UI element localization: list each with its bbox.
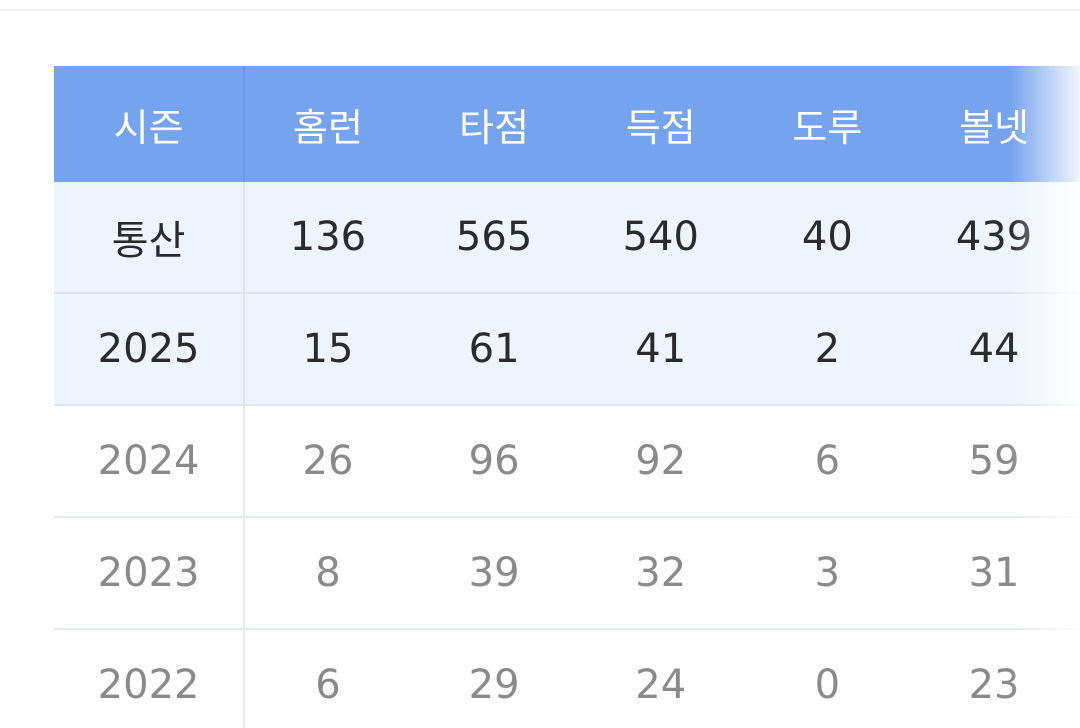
stat-cell: 44 [910,293,1078,406]
table-row: 2023839323315 [54,517,1080,630]
stat-cell: 32 [577,517,745,630]
stat-cell: 0 [744,629,911,728]
header-row: 시즌 홈런 타점 득점 도루 볼넷 삼 [54,66,1080,182]
stat-cell: 96 [410,405,578,518]
stat-cell: 24 [577,629,745,728]
stat-cell: 23 [910,629,1078,728]
stat-cell: 6 [744,405,911,518]
stats-table-scroll[interactable]: 시즌 홈런 타점 득점 도루 볼넷 삼 통산136565540404396202… [54,66,1080,728]
stat-cell: 39 [410,517,578,630]
stat-cell: 59 [910,405,1078,518]
stat-cell: 3 [744,517,911,630]
season-cell: 2023 [54,517,246,630]
table-row: 통산136565540404396 [54,182,1080,294]
header-homerun: 홈런 [244,66,411,182]
stat-cell: 565 [410,182,578,294]
header-runs: 득점 [577,66,745,182]
stat-cell: 40 [744,182,911,294]
stat-cell: 26 [244,405,411,518]
stat-cell: 92 [577,405,745,518]
season-cell: 통산 [54,182,246,294]
stat-cell: 6 [244,629,411,728]
header-walks: 볼넷 [910,66,1078,182]
header-steals: 도루 [744,66,911,182]
stat-cell: 15 [244,293,411,406]
top-divider [0,9,1080,11]
stat-cell: 540 [577,182,745,294]
stat-cell: 8 [244,517,411,630]
stat-cell: 29 [410,629,578,728]
season-cell: 2022 [54,629,246,728]
table-row: 20242696926591 [54,405,1080,518]
stat-cell: 136 [244,182,411,294]
header-rbi: 타점 [410,66,578,182]
header-season: 시즌 [54,66,246,182]
stat-cell: 439 [910,182,1078,294]
stat-cell: 31 [910,517,1078,630]
table-row: 20251561412446 [54,293,1080,406]
stat-cell: 61 [410,293,578,406]
stat-cell: 2 [744,293,911,406]
season-stats-table: 시즌 홈런 타점 득점 도루 볼넷 삼 통산136565540404396202… [54,66,1080,728]
season-cell: 2024 [54,405,246,518]
stat-cell: 41 [577,293,745,406]
season-cell: 2025 [54,293,246,406]
table-row: 2022629240234 [54,629,1080,728]
